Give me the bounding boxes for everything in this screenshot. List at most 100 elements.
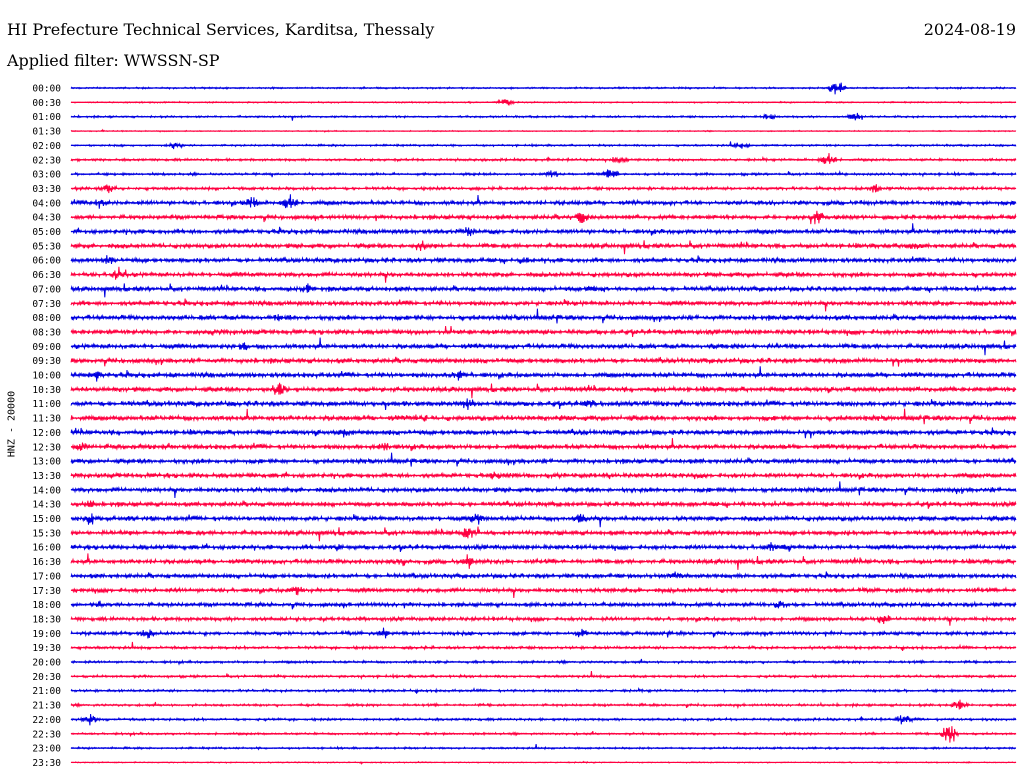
trace-row: 21:00 xyxy=(32,686,1017,697)
row-time-label: 14:30 xyxy=(32,500,61,511)
row-time-label: 20:30 xyxy=(32,672,61,683)
trace-row: 23:30 xyxy=(32,758,1017,769)
trace-row: 18:00 xyxy=(32,600,1017,611)
row-time-label: 21:00 xyxy=(32,686,61,697)
trace-row: 11:30 xyxy=(32,408,1017,425)
applied-filter: Applied filter: WWSSN-SP xyxy=(7,51,220,70)
row-time-label: 15:00 xyxy=(32,514,61,525)
trace-row: 19:30 xyxy=(32,641,1017,654)
row-time-label: 01:30 xyxy=(32,127,61,138)
trace-row: 20:00 xyxy=(32,658,1017,669)
waveform-trace xyxy=(70,366,1017,382)
row-time-label: 00:00 xyxy=(32,84,61,95)
trace-row: 02:00 xyxy=(32,141,1017,152)
waveform-trace xyxy=(70,571,1017,581)
row-time-label: 06:00 xyxy=(32,256,61,267)
trace-row: 11:00 xyxy=(32,398,1017,410)
row-time-label: 16:30 xyxy=(32,557,61,568)
row-time-label: 06:30 xyxy=(32,270,61,281)
row-time-label: 18:30 xyxy=(32,614,61,625)
row-time-label: 20:00 xyxy=(32,658,61,669)
waveform-trace xyxy=(70,194,1017,209)
trace-row: 17:30 xyxy=(32,586,1017,599)
trace-row: 12:00 xyxy=(32,427,1017,439)
trace-row: 12:30 xyxy=(32,438,1017,453)
waveform-trace xyxy=(70,240,1017,255)
waveform-trace xyxy=(70,356,1017,367)
trace-row: 08:00 xyxy=(32,308,1017,324)
row-time-label: 13:30 xyxy=(32,471,61,482)
trace-row: 15:30 xyxy=(32,526,1017,542)
row-time-label: 09:00 xyxy=(32,342,61,353)
trace-row: 22:00 xyxy=(32,713,1017,726)
trace-row: 17:00 xyxy=(32,571,1017,582)
row-time-label: 16:00 xyxy=(32,543,61,554)
waveform-trace xyxy=(70,615,1017,626)
row-time-label: 11:30 xyxy=(32,414,61,425)
row-time-label: 23:30 xyxy=(32,758,61,769)
trace-row: 14:30 xyxy=(32,500,1017,511)
trace-row: 03:00 xyxy=(32,169,1017,181)
waveform-trace xyxy=(70,438,1017,452)
trace-row: 01:00 xyxy=(32,112,1017,123)
row-time-label: 18:00 xyxy=(32,600,61,611)
trace-row: 14:00 xyxy=(32,481,1017,499)
trace-row: 00:30 xyxy=(32,98,1017,109)
trace-row: 16:30 xyxy=(32,553,1017,570)
trace-row: 09:30 xyxy=(32,356,1017,367)
waveform-trace xyxy=(70,671,1017,681)
row-time-label: 04:00 xyxy=(32,198,61,209)
trace-row: 10:30 xyxy=(32,382,1017,399)
row-time-label: 17:30 xyxy=(32,586,61,597)
waveform-trace xyxy=(70,223,1017,237)
trace-row: 06:30 xyxy=(32,266,1017,283)
row-time-label: 08:00 xyxy=(32,313,61,324)
row-time-label: 11:00 xyxy=(32,399,61,410)
trace-row: 18:30 xyxy=(32,614,1017,626)
row-time-label: 23:00 xyxy=(32,744,61,755)
waveform-trace xyxy=(70,283,1017,298)
waveform-trace xyxy=(70,308,1017,324)
trace-row: 03:30 xyxy=(32,184,1017,195)
trace-row: 19:00 xyxy=(32,627,1017,640)
trace-row: 06:00 xyxy=(32,255,1017,267)
row-time-label: 02:30 xyxy=(32,155,61,166)
trace-row: 13:30 xyxy=(32,471,1017,482)
trace-row: 07:30 xyxy=(32,298,1017,312)
trace-row: 22:30 xyxy=(32,726,1017,743)
trace-row: 20:30 xyxy=(32,671,1017,683)
trace-row: 16:00 xyxy=(32,542,1017,554)
record-date: 2024-08-19 xyxy=(923,20,1016,39)
row-time-label: 10:30 xyxy=(32,385,61,396)
row-time-label: 05:30 xyxy=(32,241,61,252)
row-time-label: 10:00 xyxy=(32,371,61,382)
waveform-trace xyxy=(70,382,1017,399)
row-time-label: 21:30 xyxy=(32,701,61,712)
row-time-label: 03:00 xyxy=(32,170,61,181)
row-time-label: 07:00 xyxy=(32,284,61,295)
row-time-label: 13:00 xyxy=(32,457,61,468)
trace-row: 04:00 xyxy=(32,194,1017,209)
trace-row: 13:00 xyxy=(32,452,1017,468)
row-time-label: 19:30 xyxy=(32,643,61,654)
row-time-label: 00:30 xyxy=(32,98,61,109)
row-time-label: 09:30 xyxy=(32,356,61,367)
trace-rows: 00:00 00:30 01:00 01:30 02:00 02:30 03:00 03:30… xyxy=(32,82,1017,769)
trace-row: 00:00 xyxy=(32,82,1017,95)
waveform-trace xyxy=(70,153,1017,164)
row-time-label: 04:30 xyxy=(32,213,61,224)
station-title: HI Prefecture Technical Services, Kardit… xyxy=(7,20,435,39)
row-time-label: 03:30 xyxy=(32,184,61,195)
row-time-label: 05:00 xyxy=(32,227,61,238)
trace-row: 05:00 xyxy=(32,223,1017,238)
waveform-trace xyxy=(70,526,1017,542)
row-time-label: 07:30 xyxy=(32,299,61,310)
trace-row: 21:30 xyxy=(32,699,1017,712)
row-time-label: 19:00 xyxy=(32,629,61,640)
trace-row: 05:30 xyxy=(32,240,1017,255)
row-time-label: 15:30 xyxy=(32,528,61,539)
trace-row: 02:30 xyxy=(32,153,1017,166)
row-time-label: 12:00 xyxy=(32,428,61,439)
row-time-label: 22:30 xyxy=(32,729,61,740)
